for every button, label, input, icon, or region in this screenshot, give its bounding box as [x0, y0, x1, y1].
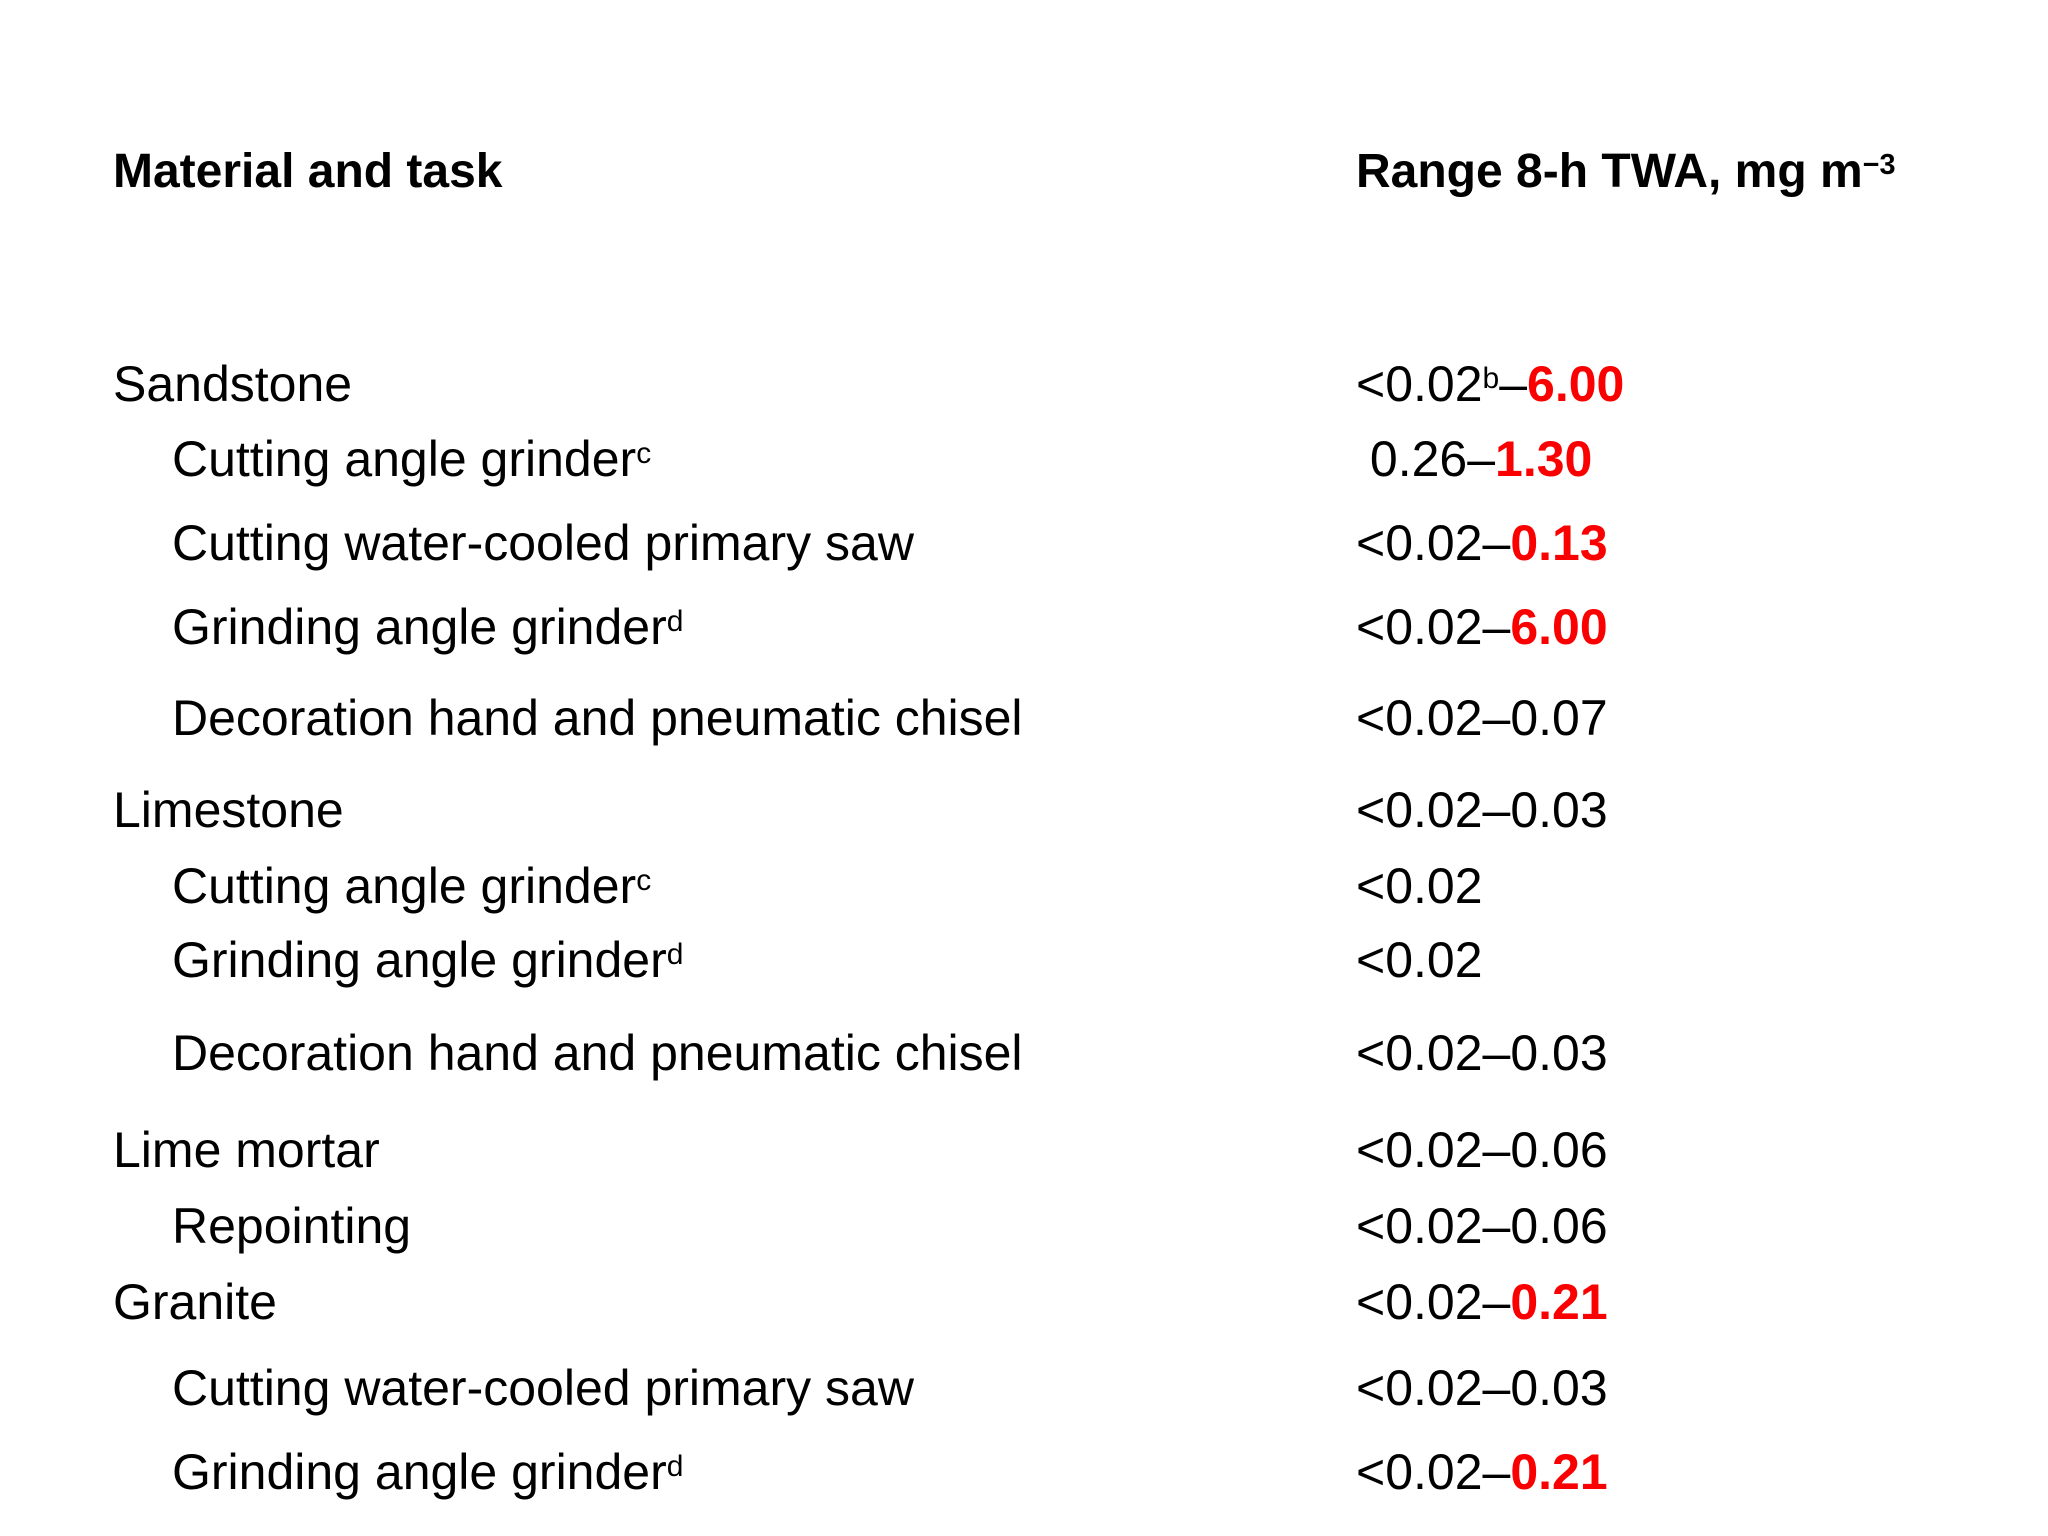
row-label: Grinding angle grinderd	[172, 599, 684, 655]
range-unit-exponent: −3	[1862, 149, 1896, 182]
table-row: Cutting water-cooled primary saw <0.02–0…	[0, 1351, 2048, 1425]
row-value: <0.02–0.07	[1356, 690, 1608, 746]
row-label: Grinding angle grinderd	[172, 1444, 684, 1500]
table-row: Decoration hand and pneumatic chisel <0.…	[0, 1016, 2048, 1090]
table-row: Limestone <0.02–0.03	[0, 773, 2048, 847]
row-label: Decoration hand and pneumatic chisel	[172, 690, 1023, 746]
row-label: Granite	[113, 1274, 277, 1330]
row-label: Cutting water-cooled primary saw	[172, 515, 914, 571]
row-value: 0.26–1.30	[1356, 431, 1593, 487]
footnote-marker: b	[1482, 361, 1500, 395]
table-row: Cutting angle grinderc 0.26–1.30	[0, 422, 2048, 496]
row-value-max-red: 6.00	[1527, 356, 1625, 412]
row-label: Cutting angle grinderc	[172, 431, 652, 487]
table-row: Lime mortar <0.02–0.06	[0, 1113, 2048, 1187]
table-row: Sandstone <0.02b–6.00	[0, 347, 2048, 421]
row-label: Cutting angle grinderc	[172, 858, 652, 914]
row-label: Repointing	[172, 1198, 412, 1254]
row-value: <0.02–0.21	[1356, 1274, 1608, 1330]
table-row: Repointing <0.02–0.06	[0, 1189, 2048, 1263]
row-value-max-red: 6.00	[1510, 599, 1608, 655]
table-row: Grinding angle grinderd <0.02	[0, 923, 2048, 997]
row-label: Decoration hand and pneumatic chisel	[172, 1025, 1023, 1081]
column-header-range-twa: Range 8-h TWA, mg m−3	[1356, 142, 1896, 202]
row-value: <0.02–6.00	[1356, 599, 1608, 655]
row-value: <0.02	[1356, 932, 1483, 988]
table-row: Decoration hand and pneumatic chisel <0.…	[0, 681, 2048, 755]
row-value: <0.02–0.21	[1356, 1444, 1608, 1500]
table-row: Grinding angle grinderd <0.02–0.21	[0, 1435, 2048, 1509]
row-value: <0.02–0.03	[1356, 782, 1608, 838]
row-label: Grinding angle grinderd	[172, 932, 684, 988]
row-value-max-red: 1.30	[1495, 431, 1593, 487]
row-value: <0.02	[1356, 858, 1483, 914]
footnote-marker: c	[636, 863, 652, 897]
row-label: Limestone	[113, 782, 344, 838]
row-value-max-red: 0.21	[1510, 1444, 1608, 1500]
row-value-max-red: 0.21	[1510, 1274, 1608, 1330]
table-row: Cutting angle grinderc <0.02	[0, 849, 2048, 923]
table-row: Granite <0.02–0.21	[0, 1265, 2048, 1339]
row-value: <0.02–0.06	[1356, 1198, 1608, 1254]
range-header-text: Range 8-h TWA, mg m	[1356, 145, 1863, 198]
column-header-material-and-task: Material and task	[113, 145, 503, 198]
footnote-marker: d	[666, 937, 684, 971]
row-label: Lime mortar	[113, 1122, 380, 1178]
table-row: Grinding angle grinderd <0.02–6.00	[0, 590, 2048, 664]
row-label: Cutting water-cooled primary saw	[172, 1360, 914, 1416]
footnote-marker: d	[666, 1449, 684, 1483]
row-value: <0.02–0.03	[1356, 1025, 1608, 1081]
row-value: <0.02–0.06	[1356, 1122, 1608, 1178]
footnote-marker: c	[636, 436, 652, 470]
footnote-marker: d	[666, 604, 684, 638]
row-value: <0.02b–6.00	[1356, 356, 1625, 412]
row-value: <0.02–0.13	[1356, 515, 1608, 571]
row-label: Sandstone	[113, 356, 353, 412]
row-value-max-red: 0.13	[1510, 515, 1608, 571]
row-value: <0.02–0.03	[1356, 1360, 1608, 1416]
table-row: Cutting water-cooled primary saw <0.02–0…	[0, 506, 2048, 580]
